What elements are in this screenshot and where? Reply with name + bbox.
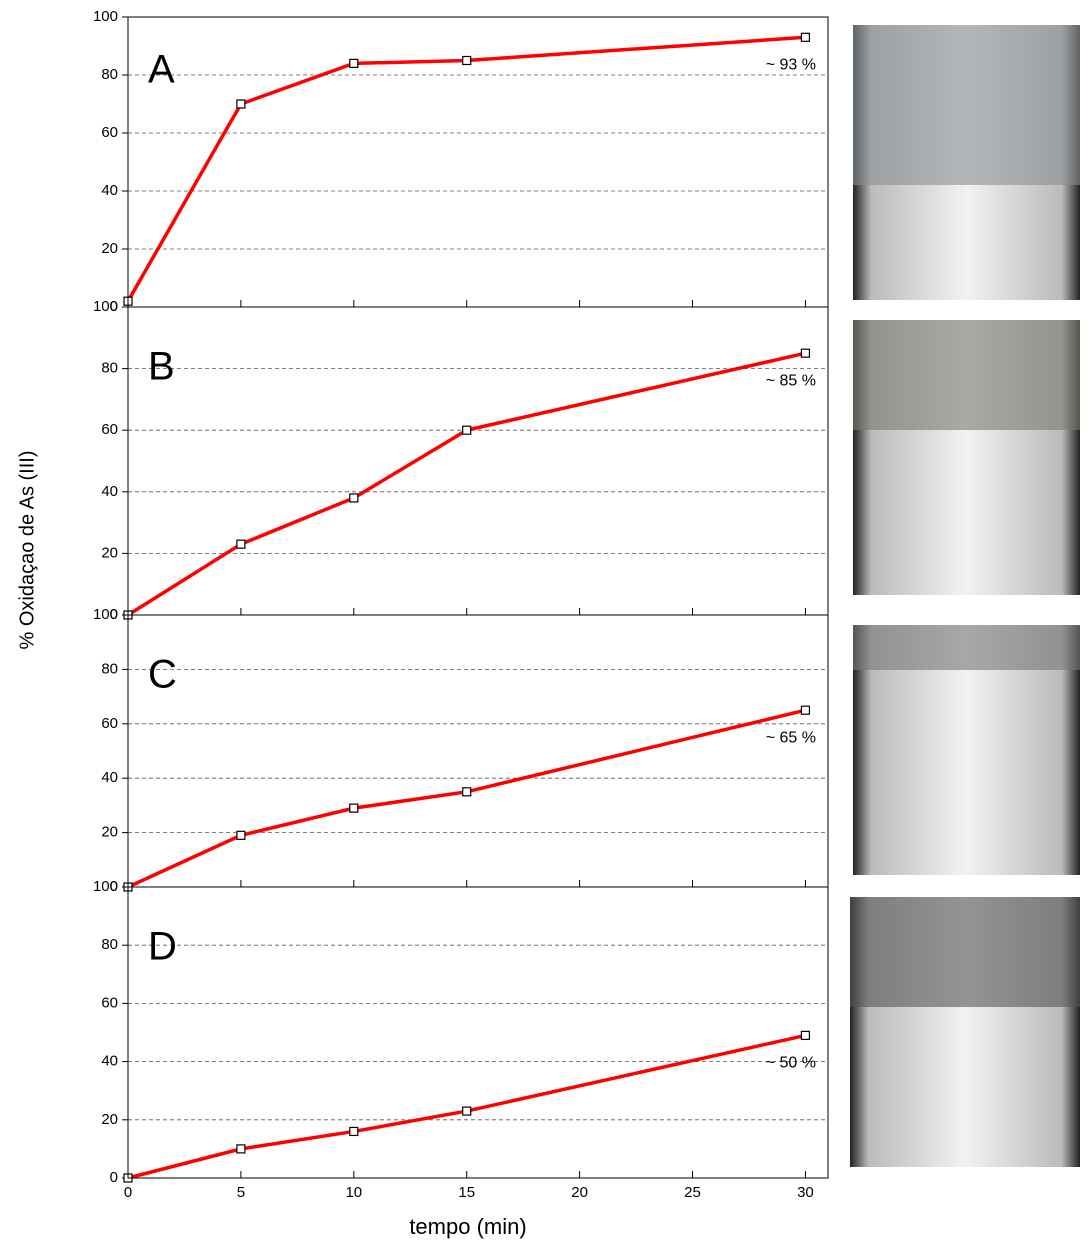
plot-frame — [128, 307, 828, 615]
photo-top — [853, 320, 1080, 430]
y-tick-label: 100 — [93, 298, 118, 315]
data-marker — [350, 804, 358, 812]
data-marker — [801, 1031, 809, 1039]
y-tick-label: 40 — [101, 182, 118, 199]
data-line — [128, 353, 805, 615]
data-marker — [463, 57, 471, 65]
y-tick-label: 20 — [101, 1111, 118, 1128]
x-axis-label: tempo (min) — [409, 1214, 526, 1239]
panel-letter: D — [148, 925, 177, 969]
data-marker — [350, 59, 358, 67]
photos — [850, 25, 1080, 1167]
y-tick-label: 80 — [101, 660, 118, 677]
photo-top — [850, 897, 1080, 1007]
y-tick-label: 60 — [101, 421, 118, 438]
y-tick-label: 20 — [101, 544, 118, 561]
y-tick-label: 60 — [101, 715, 118, 732]
panel-letter: A — [148, 48, 175, 92]
annotation: ~ 50 % — [766, 1055, 816, 1072]
data-marker — [801, 706, 809, 714]
y-tick-label: 0 — [110, 1169, 118, 1186]
x-tick-label: 30 — [797, 1184, 814, 1201]
y-tick-label: 20 — [101, 824, 118, 841]
data-line — [128, 710, 805, 887]
plot-frame — [128, 615, 828, 887]
y-tick-label: 80 — [101, 936, 118, 953]
annotation: ~ 65 % — [766, 729, 816, 746]
y-tick-label: 60 — [101, 124, 118, 141]
y-tick-label: 100 — [93, 606, 118, 623]
data-marker — [237, 831, 245, 839]
x-tick-label: 10 — [345, 1184, 362, 1201]
plot-frame — [128, 887, 828, 1178]
y-tick-label: 40 — [101, 1053, 118, 1070]
x-tick-label: 25 — [684, 1184, 701, 1201]
photo-top — [853, 25, 1080, 185]
x-tick-label: 15 — [458, 1184, 475, 1201]
data-marker — [801, 33, 809, 41]
data-marker — [463, 426, 471, 434]
data-marker — [350, 1127, 358, 1135]
y-tick-label: 40 — [101, 483, 118, 500]
data-marker — [350, 494, 358, 502]
data-line — [128, 37, 805, 301]
panel-letter: C — [148, 653, 177, 697]
data-marker — [237, 100, 245, 108]
annotation: ~ 85 % — [766, 372, 816, 389]
data-marker — [237, 540, 245, 548]
data-marker — [237, 1145, 245, 1153]
photo-top — [853, 625, 1080, 670]
data-marker — [463, 1107, 471, 1115]
x-tick-label: 0 — [124, 1184, 132, 1201]
panel-letter: B — [148, 345, 175, 389]
y-tick-label: 60 — [101, 994, 118, 1011]
data-marker — [801, 349, 809, 357]
x-tick-label: 5 — [237, 1184, 245, 1201]
x-tick-label: 20 — [571, 1184, 588, 1201]
y-tick-label: 20 — [101, 240, 118, 257]
y-axis-label: % Oxidaçao de As (III) — [16, 451, 38, 650]
y-tick-label: 100 — [93, 8, 118, 25]
y-tick-label: 40 — [101, 769, 118, 786]
y-tick-label: 100 — [93, 878, 118, 895]
chart: 020406080100A~ 93 %% Oxidaçao de As (III… — [0, 0, 1091, 1247]
data-marker — [463, 788, 471, 796]
annotation: ~ 93 % — [766, 57, 816, 74]
y-tick-label: 80 — [101, 66, 118, 83]
y-tick-label: 80 — [101, 360, 118, 377]
